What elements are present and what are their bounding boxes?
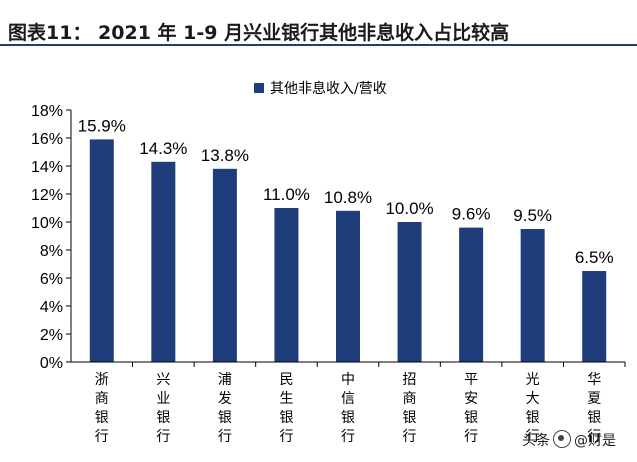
y-tick-label: 10% (31, 215, 63, 232)
bar (582, 271, 607, 362)
y-tick-label: 8% (40, 243, 63, 260)
data-label: 6.5% (575, 248, 614, 267)
y-tick-label: 12% (31, 187, 63, 204)
x-category-label: 光大银行 (526, 372, 540, 445)
watermark-text-right: @财是 (574, 433, 616, 449)
y-tick-label: 0% (40, 355, 63, 372)
bar (336, 210, 360, 362)
x-category-label: 浙商银行 (95, 372, 109, 445)
data-label: 9.6% (452, 205, 491, 224)
y-tick-label: 16% (31, 131, 63, 148)
x-axis-categories: 浙商银行 兴业银行 浦发银行 民生银行 中信银行 招商银行 平安银行 光大银行 华夏银行 (95, 362, 626, 445)
bar (212, 168, 237, 362)
bar (520, 229, 545, 362)
bar (397, 222, 422, 362)
bars (89, 139, 607, 362)
bar (151, 161, 176, 362)
watermark-logo-icon (553, 430, 571, 448)
data-label: 14.3% (139, 139, 187, 158)
data-label: 10.8% (324, 188, 372, 207)
watermark: 头条 @财是 (522, 430, 616, 450)
data-labels: 15.9% 14.3% 13.8% 11.0% 10.8% 10.0% 9.6% 9.5% 6.… (78, 116, 614, 267)
x-category-label: 平安银行 (464, 372, 478, 445)
data-label: 13.8% (201, 146, 249, 165)
y-tick-label: 2% (40, 327, 63, 344)
legend: 其他非息收入/营收 (254, 80, 387, 97)
bar (274, 208, 299, 362)
watermark-text-left: 头条 (522, 433, 550, 449)
y-tick-label: 4% (40, 299, 63, 316)
y-axis-ticks: 0% 2% 4% 6% 8% 10% 12% 14% 16% 18% (31, 103, 71, 372)
x-category-label: 华夏银行 (587, 372, 601, 445)
x-category-label: 中信银行 (341, 372, 355, 445)
y-tick-label: 14% (31, 159, 63, 176)
figure-header: 图表11： 2021 年 1-9 月兴业银行其他非息收入占比较高 (0, 0, 637, 46)
figure-title: 图表11： 2021 年 1-9 月兴业银行其他非息收入占比较高 (8, 22, 510, 44)
data-label: 11.0% (263, 185, 310, 204)
y-tick-label: 6% (40, 271, 63, 288)
x-category-label: 民生银行 (279, 372, 293, 445)
data-label: 15.9% (78, 116, 126, 135)
data-label: 9.5% (513, 206, 552, 225)
data-label: 10.0% (385, 199, 433, 218)
bar (89, 139, 114, 362)
y-tick-label: 18% (31, 103, 63, 120)
legend-swatch (254, 83, 264, 93)
x-category-label: 兴业银行 (156, 372, 170, 445)
x-category-label: 浦发银行 (218, 372, 232, 445)
legend-label: 其他非息收入/营收 (270, 80, 387, 97)
bar (459, 227, 484, 362)
x-category-label: 招商银行 (403, 372, 417, 445)
